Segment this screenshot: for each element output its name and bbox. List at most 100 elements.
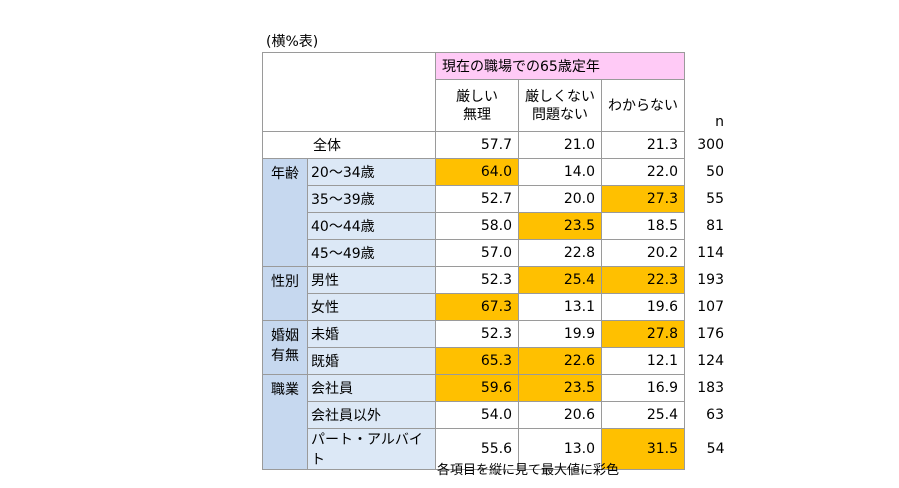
group-label-line: 婚姻 (271, 328, 299, 344)
value-cell: 54.0 (435, 401, 519, 429)
header-row-1: 現在の職場での65歳定年 (262, 52, 725, 80)
table-row: 既婚 65.3 22.6 12.1 124 (263, 347, 725, 375)
group-label-line: 有無 (271, 348, 299, 364)
n-cell: 114 (697, 245, 724, 261)
table-row: 会社員以外 54.0 20.6 25.4 63 (263, 401, 725, 429)
value-cell: 23.5 (518, 212, 602, 240)
col-header-ok-line1: 厳しくない (525, 88, 595, 105)
table-body: 現在の職場での65歳定年 厳しい 無理 厳しくない 問題ない わからない n (262, 52, 725, 470)
value-cell: 20.0 (518, 185, 602, 213)
group-label: 職業 (262, 374, 308, 470)
total-label: 全体 (262, 131, 436, 159)
value-cell: 31.5 (601, 428, 685, 470)
row-label: 40～44歳 (307, 212, 436, 240)
n-cell: 107 (697, 299, 724, 315)
n-cell: 55 (706, 191, 724, 207)
n-cell: 54 (706, 441, 725, 457)
row-label: 会社員 (307, 374, 436, 402)
value-cell: 19.6 (601, 293, 685, 321)
row-label: 男性 (307, 266, 436, 294)
total-value-severe: 57.7 (435, 131, 519, 159)
table-row: パート・アルバイト 55.6 13.0 31.5 54 (263, 428, 725, 470)
table-row: 職業 会社員 59.6 23.5 16.9 183 (262, 374, 725, 470)
value-cell: 64.0 (435, 158, 519, 186)
value-cell: 23.5 (518, 374, 602, 402)
value-cell: 19.9 (518, 320, 602, 348)
table-row: 年齢 20～34歳 64.0 14.0 22.0 50 (262, 158, 725, 267)
value-cell: 25.4 (601, 401, 685, 429)
table-row: 婚姻有無 未婚 52.3 19.9 27.8 176 (262, 320, 725, 375)
col-header-ok-line2: 問題ない (532, 106, 588, 123)
value-cell: 25.4 (518, 266, 602, 294)
table-caption: (横%表) (266, 34, 319, 50)
value-cell: 13.1 (518, 293, 602, 321)
value-cell: 52.3 (435, 320, 519, 348)
row-label: 会社員以外 (307, 401, 436, 429)
total-row: 全体 57.7 21.0 21.3 300 (262, 131, 725, 159)
group-label: 年齢 (262, 158, 308, 267)
total-n: 300 (697, 137, 724, 153)
n-cell: 63 (706, 407, 724, 423)
group-label: 性別 (262, 266, 308, 321)
header-blank-cell (262, 52, 436, 80)
n-cell: 124 (697, 353, 724, 369)
col-header-unknown-line1: わからない (608, 97, 678, 114)
group-label-line: 性別 (271, 274, 299, 290)
value-cell: 22.3 (601, 266, 685, 294)
value-cell: 52.7 (435, 185, 519, 213)
col-header-severe: 厳しい 無理 (435, 79, 519, 132)
n-cell: 193 (697, 272, 724, 288)
value-cell: 22.8 (518, 239, 602, 267)
n-cell: 183 (697, 380, 724, 396)
n-cell: 50 (706, 164, 724, 180)
header-blank-cell-2 (262, 79, 436, 132)
n-column-header: n (715, 113, 724, 130)
header-row-2: 厳しい 無理 厳しくない 問題ない わからない n (262, 79, 725, 132)
col-header-severe-line2: 無理 (463, 106, 491, 123)
value-cell: 18.5 (601, 212, 685, 240)
row-label: 45～49歳 (307, 239, 436, 267)
col-header-ok: 厳しくない 問題ない (518, 79, 602, 132)
value-cell: 16.9 (601, 374, 685, 402)
value-cell: 20.6 (518, 401, 602, 429)
group-label: 婚姻 有無 (262, 320, 308, 375)
table-row: 性別 男性 52.3 25.4 22.3 193 (262, 266, 725, 321)
row-label: 女性 (307, 293, 436, 321)
table-row: 45～49歳 57.0 22.8 20.2 114 (263, 239, 725, 267)
value-cell: 52.3 (435, 266, 519, 294)
value-cell: 67.3 (435, 293, 519, 321)
col-header-severe-line1: 厳しい (456, 88, 498, 105)
value-cell: 14.0 (518, 158, 602, 186)
value-cell: 22.0 (601, 158, 685, 186)
value-cell: 58.0 (435, 212, 519, 240)
n-header-spacer (685, 53, 725, 80)
value-cell: 59.6 (435, 374, 519, 402)
row-label: 35～39歳 (307, 185, 436, 213)
n-cell: 176 (697, 326, 724, 342)
row-label: 20～34歳 (307, 158, 436, 186)
value-cell: 57.0 (435, 239, 519, 267)
row-label: 既婚 (307, 347, 436, 375)
table-row: 35～39歳 52.7 20.0 27.3 55 (263, 185, 725, 213)
crosstab-table: 現在の職場での65歳定年 厳しい 無理 厳しくない 問題ない わからない n (262, 52, 725, 470)
table-row: 40～44歳 58.0 23.5 18.5 81 (263, 212, 725, 240)
value-cell: 27.3 (601, 185, 685, 213)
value-cell: 20.2 (601, 239, 685, 267)
group-label-line: 職業 (271, 382, 299, 398)
value-cell: 27.8 (601, 320, 685, 348)
row-label: パート・アルバイト (307, 428, 436, 470)
row-label: 未婚 (307, 320, 436, 348)
value-cell: 22.6 (518, 347, 602, 375)
value-cell: 12.1 (601, 347, 685, 375)
col-header-unknown: わからない (601, 79, 685, 132)
n-cell: 81 (706, 218, 724, 234)
table-row: 女性 67.3 13.1 19.6 107 (263, 293, 725, 321)
total-value-unknown: 21.3 (601, 131, 685, 159)
total-value-ok: 21.0 (518, 131, 602, 159)
value-cell: 13.0 (518, 428, 602, 470)
group-label-line: 年齢 (271, 166, 299, 182)
group-header: 現在の職場での65歳定年 (435, 52, 685, 80)
value-cell: 65.3 (435, 347, 519, 375)
table-note: 各項目を縦に見て最大値に彩色 (437, 463, 620, 478)
